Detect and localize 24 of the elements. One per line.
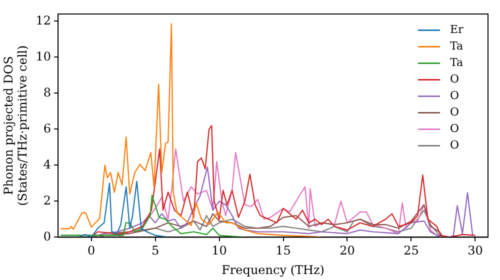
x-tick-label: 30 bbox=[468, 244, 483, 258]
legend-label: Ta bbox=[450, 56, 464, 70]
x-tick-label: 20 bbox=[340, 244, 355, 258]
x-tick-label: 10 bbox=[212, 244, 227, 258]
x-tick-label: 15 bbox=[276, 244, 291, 258]
y-tick-label: 0 bbox=[43, 229, 52, 244]
x-tick-label: 0 bbox=[88, 244, 96, 258]
legend-label: O bbox=[450, 122, 460, 136]
legend-label: O bbox=[450, 106, 460, 119]
y-axis-title: Phonon projected DOS (States/THz·primitive cell) bbox=[1, 45, 30, 206]
y-tick-label: 12 bbox=[36, 13, 52, 28]
y-tick-label: 6 bbox=[43, 121, 52, 136]
y-tick-label: 4 bbox=[43, 157, 52, 172]
legend-label: O bbox=[450, 138, 460, 152]
legend-label: Ta bbox=[450, 40, 464, 53]
legend-label: O bbox=[450, 72, 460, 86]
y-tick-label: 8 bbox=[43, 85, 52, 100]
legend-label: O bbox=[450, 89, 460, 102]
legend-label: Er bbox=[450, 23, 464, 36]
x-tick-label: 25 bbox=[404, 244, 419, 258]
y-tick-label: 10 bbox=[36, 49, 52, 64]
x-tick-label: 5 bbox=[151, 244, 160, 258]
x-axis-title: Frequency (THz) bbox=[222, 262, 324, 277]
y-tick-label: 2 bbox=[43, 193, 52, 208]
